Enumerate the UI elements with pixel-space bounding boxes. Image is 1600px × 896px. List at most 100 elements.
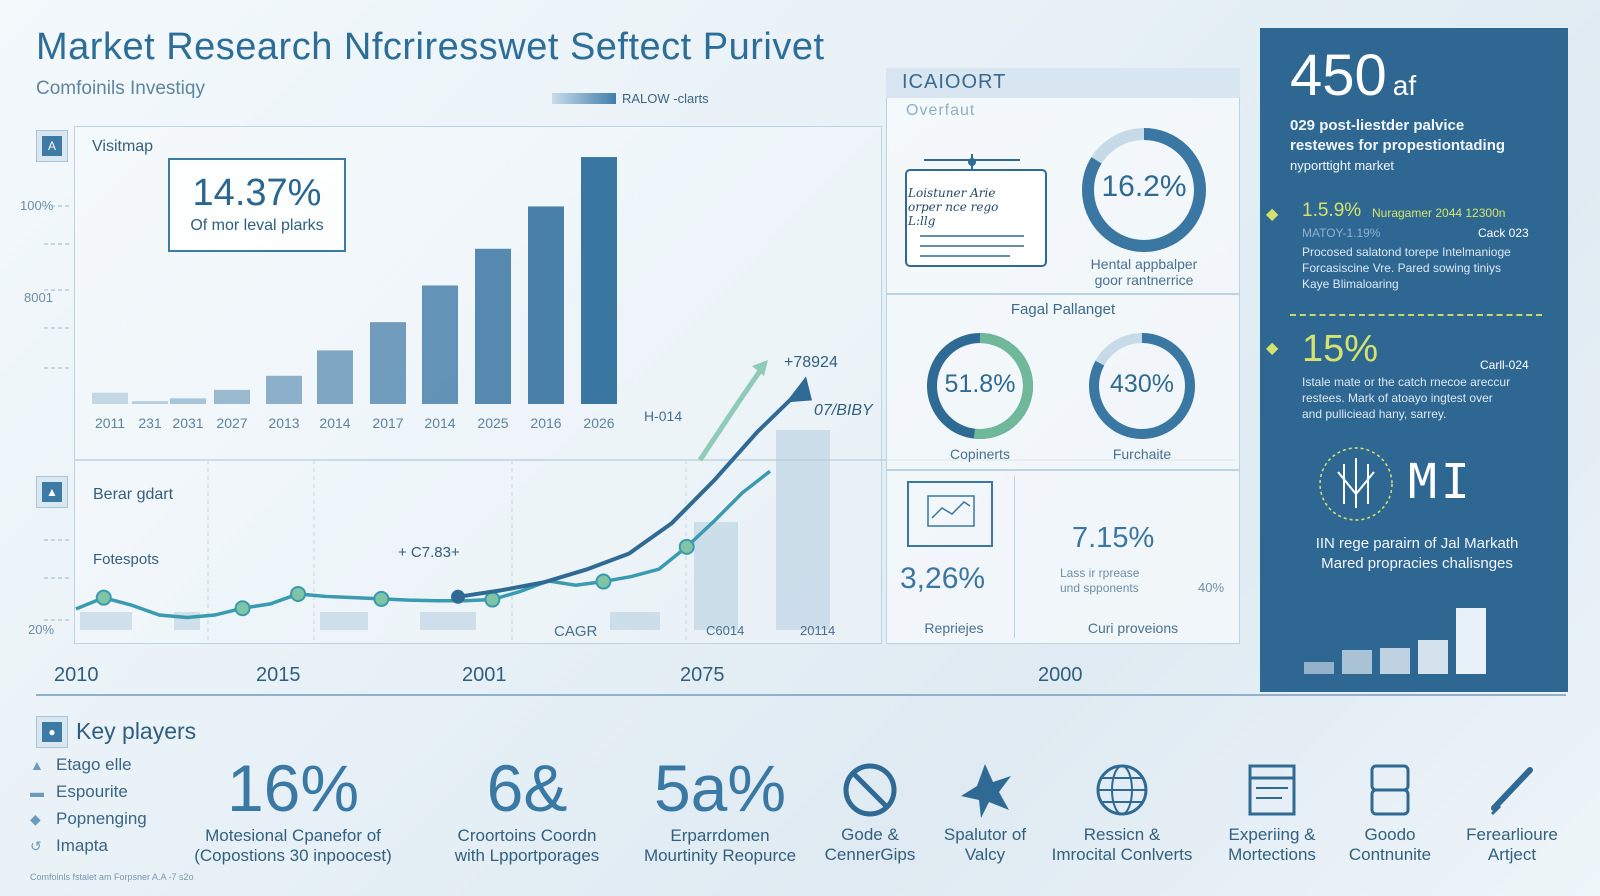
annotation-mid: 07/BIBY [814,402,873,419]
panel-divider [1014,476,1015,638]
annotation-h: H-014 [644,408,683,424]
logo-text: MI [1408,454,1474,510]
background-bar [776,430,830,630]
x-axis-year: 2010 [54,664,99,686]
bar [528,206,564,404]
background-bar [320,612,368,630]
trend-arrow [697,366,765,462]
arrow-icon: ↺ [30,838,42,854]
data-point [451,589,465,604]
x-tick-label: 2026 [583,415,614,431]
document-text: Loistuner Arie orper nce rego L:llg [908,186,999,228]
item2-pct: 15% [1302,328,1379,370]
ring1-value: 16.2% [1101,170,1187,203]
diamond-icon: ◆ [30,811,41,827]
mini-bar [1304,662,1334,674]
mini-bar [1380,648,1410,674]
diamond-icon: ◆ [1266,206,1279,223]
x-tick-label: 2025 [477,415,508,431]
insight-panel: 450 af 029 post-liestder palvice restewes… [1260,28,1568,692]
data-point [290,585,307,602]
ring-chart-3 [1089,333,1195,439]
section-chart-icon: ▲ [36,476,68,508]
bar [475,248,511,404]
bar [422,285,458,404]
insight-big-number: 450 af [1290,43,1417,108]
ring-chart-1 [1082,128,1206,252]
rings-panel [886,294,1240,470]
kpi-caption: Of mor leval plarks [190,217,324,234]
background-bar [174,612,200,630]
annotation-c6014: C6014 [706,623,745,638]
key-players-list: ▲ Etago elle ▬ Espourite ◆ Popnenging ↺ Imap… [30,755,147,856]
data-point [678,538,695,555]
key-player-item[interactable]: ↺ Imapta [30,836,108,855]
x-tick-label: 2017 [372,415,403,431]
key-player-item[interactable]: ▲ Etago elle [30,755,132,774]
page-subtitle: Comfoinils Investiqy [36,78,205,99]
data-point [595,573,612,590]
bar [170,398,206,404]
series-line [75,469,772,620]
bottom-mid-pct: 40% [1198,580,1225,595]
prohibit-icon [843,763,897,817]
kpi-card: 14.37% Of mor leval plarks [168,158,346,252]
x-tick-label: 2013 [268,415,299,431]
background-bar [80,612,132,630]
key-player-item[interactable]: ▬ Espourite [30,782,128,801]
chart-screen-icon [907,481,993,547]
ring3-caption: Furchaite [1112,446,1172,462]
background-bar [610,612,660,630]
annotation-20114: 20114 [800,623,836,638]
data-point [234,600,251,617]
section-divider [36,694,1566,696]
key-player-item[interactable]: ◆ Popnenging [30,809,147,828]
x-tick-label: 2031 [172,415,203,431]
item2-text: Istale mate or the catch rnecoe areccur … [1302,375,1511,421]
section-fotespots-label: Fotespots [93,551,159,568]
dashed-divider [1290,314,1542,316]
feature-column[interactable]: Ferearlioure Artject [1456,760,1568,865]
emblem-icon [1319,447,1393,521]
feature-column[interactable]: Spalutor of Valcy [930,760,1040,865]
series-line [457,388,802,599]
item1-sub: MATOY-1.19% [1302,226,1381,240]
data-point [484,591,501,608]
calendar-icon [1248,764,1296,816]
x-tick-label: 2011 [95,415,125,431]
chart-legend: RALOW -clarts [552,91,709,106]
bar [266,375,302,404]
ring2-value: 51.8% [944,370,1016,398]
bottom-mid-caption: Curi proveions [1087,620,1179,636]
trend-arrow-head [752,360,768,376]
annotation-cagr: CAGR [554,623,598,640]
data-point [373,590,390,607]
bottom-left-caption: Repriejes [924,620,984,636]
ring2-caption: Copinerts [950,446,1010,462]
data-point [95,589,112,606]
bottom-left-value: 3,26% [900,562,986,595]
y-tick-label: 8001 [24,290,53,305]
feature-column[interactable]: Goodo Contnunite [1334,760,1446,865]
feature-column[interactable]: Ressicn & Imrocital Conlverts [1044,760,1200,865]
item1-card: Cack 023 [1478,226,1529,240]
x-tick-label: 2014 [319,415,350,431]
insight-intro: 029 post-liestder palvice restewes for p… [1290,117,1506,173]
x-tick-label: 2014 [424,415,455,431]
feature-column[interactable]: Experiing & Mortections [1216,760,1328,865]
stat-block: 6& Croortoins Coordn with Lpportporages [454,751,600,865]
item2-card: Carll-024 [1480,358,1529,372]
arrow-head [786,376,812,403]
mini-bar [1456,608,1486,674]
bar [132,401,168,404]
stat-block: 5a% Erparrdomen Mourtinity Reopurce [643,751,797,865]
x-tick-label: 2016 [530,415,561,431]
key-players-title: Key players [76,718,197,744]
x-axis-year: 2015 [256,664,301,686]
item1-tag: Nuragamer 2044 12300n [1372,206,1506,220]
section-visitmap-label: Visitmap [92,138,154,155]
feature-column[interactable]: Gode & CennerGips [812,760,928,865]
bar [581,157,617,404]
bar [214,389,250,404]
